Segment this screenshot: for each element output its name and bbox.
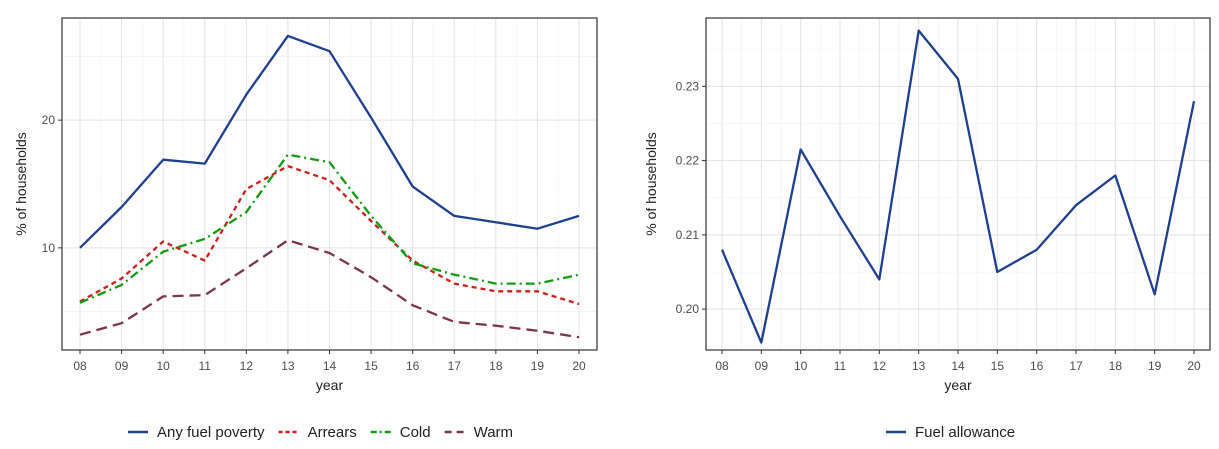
- series-line-cold: [79, 153, 580, 304]
- legend: Fuel allowance: [886, 424, 1015, 441]
- legend-label: Cold: [400, 424, 431, 441]
- y-tick-label: 0.20: [676, 302, 700, 316]
- x-tick-label: 16: [406, 359, 420, 373]
- x-tick-label: 11: [834, 359, 847, 373]
- y-tick-label: 0.22: [676, 154, 700, 168]
- y-tick-label: 20: [42, 113, 56, 127]
- x-tick-label: 19: [531, 359, 545, 373]
- legend-label: Arrears: [308, 424, 357, 441]
- x-tick-label: 11: [199, 359, 212, 373]
- x-tick-label: 15: [991, 359, 1005, 373]
- legend: Any fuel poverty Arrears Cold Warm: [128, 424, 513, 441]
- y-tick-label: 10: [42, 241, 56, 255]
- chart-panel-2: 0.20 0.21 0.22 0.23 08 09 10 11 12 13 14 15 16 17 18 19…: [643, 17, 1211, 441]
- x-tick-label: 12: [240, 359, 254, 373]
- series-line-warm: [79, 239, 580, 339]
- x-tick-label: 13: [912, 359, 926, 373]
- legend-label: Warm: [474, 424, 513, 441]
- x-tick-label: 08: [73, 359, 87, 373]
- x-tick-label: 09: [755, 359, 769, 373]
- x-tick-label: 13: [281, 359, 295, 373]
- y-tick-label: 0.23: [676, 79, 700, 93]
- x-tick-label: 12: [873, 359, 887, 373]
- x-tick-label: 18: [1109, 359, 1123, 373]
- y-axis-title: % of households: [13, 132, 29, 236]
- x-tick-label: 18: [489, 359, 503, 373]
- x-tick-label: 10: [156, 359, 170, 373]
- x-tick-label: 10: [794, 359, 808, 373]
- x-tick-label: 17: [1069, 359, 1083, 373]
- series-line-fuel-allowance: [720, 29, 1196, 344]
- legend-label: Any fuel poverty: [157, 424, 265, 441]
- y-axis-title: % of households: [643, 132, 659, 236]
- x-tick-label: 20: [1187, 359, 1201, 373]
- x-tick-label: 08: [715, 359, 729, 373]
- x-axis-title: year: [944, 377, 972, 393]
- x-tick-label: 14: [951, 359, 965, 373]
- series-line-arrears: [79, 164, 580, 306]
- x-tick-label: 14: [323, 359, 337, 373]
- x-tick-label: 20: [572, 359, 586, 373]
- x-axis-title: year: [316, 377, 344, 393]
- x-tick-label: 17: [448, 359, 462, 373]
- legend-label: Fuel allowance: [915, 424, 1015, 441]
- x-tick-label: 15: [364, 359, 378, 373]
- series-line-any-fuel-poverty: [79, 34, 580, 249]
- chart-panel-1: 10 20 08 09 10 11 12 13 14 15 16 17 18 19 20 year % of h…: [13, 17, 598, 441]
- y-tick-label: 0.21: [676, 228, 700, 242]
- x-tick-label: 19: [1148, 359, 1162, 373]
- x-tick-label: 09: [115, 359, 129, 373]
- x-tick-label: 16: [1030, 359, 1044, 373]
